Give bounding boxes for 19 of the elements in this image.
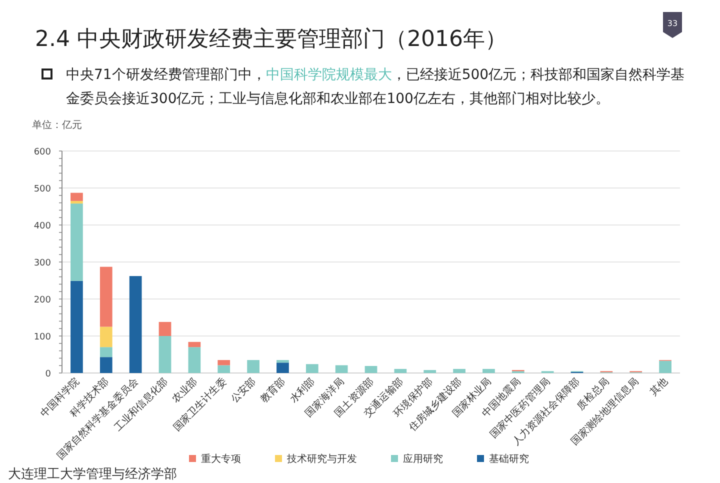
x-tick-label: 教育部 xyxy=(258,376,288,406)
x-tick-label: 公安部 xyxy=(228,376,258,406)
legend-label: 基础研究 xyxy=(489,453,529,465)
y-tick-label: 100 xyxy=(34,332,52,342)
chart-title: 2.4 中央财政研发经费主要管理部门（2016年） xyxy=(35,26,507,54)
legend-label: 重大专项 xyxy=(201,453,241,465)
y-tick-label: 300 xyxy=(34,258,52,268)
text: 33 xyxy=(667,19,678,28)
y-tick-label: 0 xyxy=(45,370,52,380)
chart-subtitle: 中央71个研发经费管理部门中，中国科学院规模最大，已经接近500亿元；科技部和国家自然科学基金委员会接近300亿元；工业与信息化部和农业部在100亿左右，其他部门相对比较少。 xyxy=(66,66,686,109)
legend-label: 技术研究与开发 xyxy=(286,453,357,465)
y-tick-label: 200 xyxy=(34,296,52,306)
y-tick-label: 600 xyxy=(34,148,52,158)
text: 大连理工大学管理与经济学部 xyxy=(8,467,177,482)
y-tick-label: 400 xyxy=(34,222,52,232)
y-axis-title: 单位：亿元 xyxy=(32,119,82,131)
x-tick-label: 其他 xyxy=(648,376,670,398)
y-tick-label: 500 xyxy=(34,184,52,194)
legend-label: 应用研究 xyxy=(403,453,443,465)
